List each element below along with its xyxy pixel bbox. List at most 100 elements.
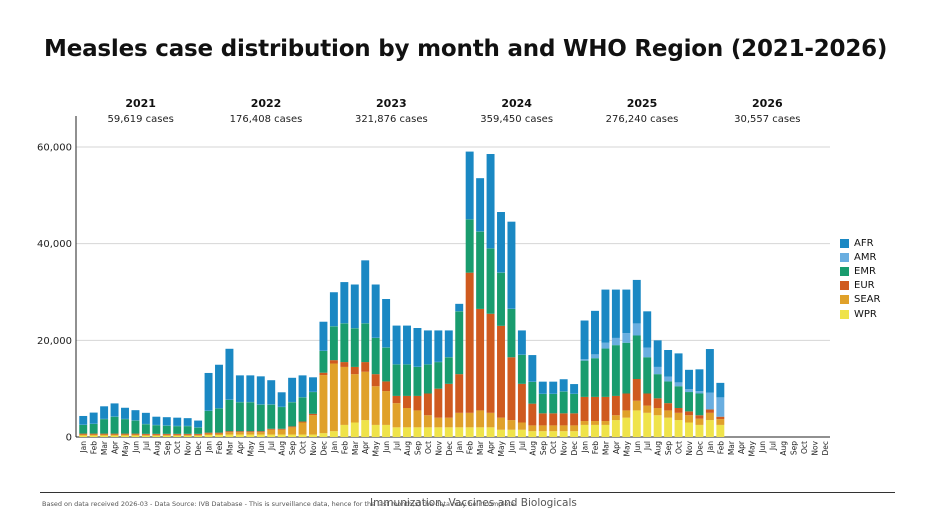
bar-segment-wpr: [89, 435, 98, 437]
bar-segment-wpr: [152, 435, 161, 437]
legend-label: AMR: [854, 251, 877, 263]
bar-segment-afr: [79, 415, 88, 425]
x-tick-label: Feb: [340, 441, 349, 455]
year-cases-label: 321,876 cases: [355, 114, 428, 125]
legend: AFR AMR EMR EUR SEAR WPR: [840, 236, 880, 321]
x-tick-label: Nov: [810, 440, 819, 455]
bar-segment-wpr: [486, 427, 495, 437]
bar-segment-sear: [110, 434, 119, 436]
bar-segment-emr: [455, 311, 464, 375]
bar-segment-emr: [79, 424, 88, 434]
bar-segment-afr: [267, 380, 276, 405]
footer-note: Based on data received 2026-03 - Data So…: [42, 500, 517, 508]
bar-segment-eur: [705, 409, 714, 413]
bar-segment-eur: [486, 313, 495, 413]
year-cases-label: 59,619 cases: [107, 114, 173, 125]
bar-segment-eur: [235, 431, 244, 433]
bar-segment-emr: [361, 323, 370, 363]
year-label: 2026: [752, 97, 783, 110]
bar-segment-emr: [121, 419, 129, 434]
bar-segment-wpr: [507, 429, 516, 437]
legend-swatch: [840, 252, 849, 262]
bar-segment-emr: [559, 391, 568, 414]
x-tick-label: Jan: [79, 441, 88, 454]
legend-item-amr: AMR: [840, 250, 880, 264]
bar-segment-eur: [79, 433, 88, 435]
bar-segment-eur: [277, 428, 286, 430]
bar-segment-afr: [549, 381, 558, 394]
bar-segment-eur: [392, 395, 401, 404]
x-tick-label: Jul: [518, 441, 527, 451]
bar-segment-sear: [517, 422, 526, 430]
bar-segment-afr: [350, 284, 359, 329]
bar-segment-sear: [685, 415, 693, 423]
bar-segment-wpr: [465, 427, 474, 437]
y-tick-label: 0: [66, 433, 72, 444]
bar-segment-eur: [194, 433, 203, 435]
bar-segment-afr: [653, 340, 662, 367]
x-tick-label: Oct: [675, 441, 684, 454]
bar-segment-wpr: [319, 433, 328, 437]
bar-segment-afr: [277, 392, 286, 407]
bar-segment-emr: [444, 357, 453, 384]
bar-segment-wpr: [235, 434, 244, 437]
bar-segment-sear: [538, 425, 547, 432]
x-tick-label: Dec: [695, 441, 704, 456]
bar-segment-eur: [444, 383, 453, 418]
bar-segment-eur: [319, 372, 328, 376]
x-tick-label: May: [372, 440, 381, 456]
bar-segment-afr: [611, 289, 620, 338]
x-tick-label: Jul: [267, 441, 276, 451]
x-tick-label: Jul: [142, 441, 151, 451]
bar-segment-afr: [664, 350, 673, 377]
bar-segment-afr: [110, 403, 119, 417]
y-tick-label: 20,000: [37, 336, 72, 347]
x-tick-label: Nov: [309, 440, 318, 455]
bar-segment-wpr: [309, 434, 317, 437]
bar-segment-wpr: [256, 434, 265, 437]
bar-segment-afr: [559, 379, 568, 392]
bar-segment-wpr: [329, 431, 338, 437]
chart-title: Measles case distribution by month and W…: [44, 36, 888, 62]
bar-segment-afr: [256, 376, 265, 405]
year-cases-label: 359,450 cases: [480, 114, 553, 125]
bar-segment-wpr: [162, 435, 171, 437]
year-cases-label: 276,240 cases: [606, 114, 679, 125]
bar-segment-afr: [570, 384, 579, 394]
bar-segment-emr: [664, 381, 673, 404]
bar-segment-amr: [580, 359, 589, 361]
bar-segment-eur: [695, 415, 704, 419]
bar-segment-wpr: [79, 435, 88, 437]
bar-segment-eur: [371, 374, 380, 387]
x-tick-label: Apr: [737, 440, 746, 454]
bar-segment-eur: [131, 433, 140, 435]
x-tick-label: Aug: [654, 441, 663, 456]
bar-segment-eur: [100, 433, 109, 435]
bar-segment-emr: [183, 426, 192, 434]
bar-segment-wpr: [173, 435, 182, 437]
bar-segment-afr: [632, 279, 641, 324]
bar-segment-eur: [716, 416, 725, 420]
bar-segment-sear: [371, 386, 380, 425]
bar-segment-afr: [131, 410, 140, 421]
bar-segment-amr: [674, 382, 683, 387]
bar-segment-eur: [497, 325, 505, 418]
x-tick-label: Mar: [476, 440, 485, 455]
bar-segment-emr: [235, 402, 244, 432]
bar-segment-sear: [183, 434, 192, 436]
bar-segment-sear: [559, 425, 568, 432]
bar-segment-afr: [173, 417, 182, 426]
bar-segment-amr: [611, 337, 620, 346]
bar-segment-sear: [131, 434, 140, 436]
legend-item-afr: AFR: [840, 236, 880, 250]
bar-segment-afr: [643, 311, 652, 348]
x-tick-label: Jan: [330, 441, 339, 454]
bar-segment-wpr: [591, 424, 599, 437]
bar-segment-emr: [110, 416, 119, 434]
legend-swatch: [840, 266, 849, 276]
bar-segment-eur: [528, 403, 537, 426]
bar-segment-wpr: [100, 435, 109, 437]
bar-segment-afr: [162, 417, 171, 426]
bar-segment-eur: [632, 379, 641, 401]
bar-segment-sear: [382, 391, 391, 425]
